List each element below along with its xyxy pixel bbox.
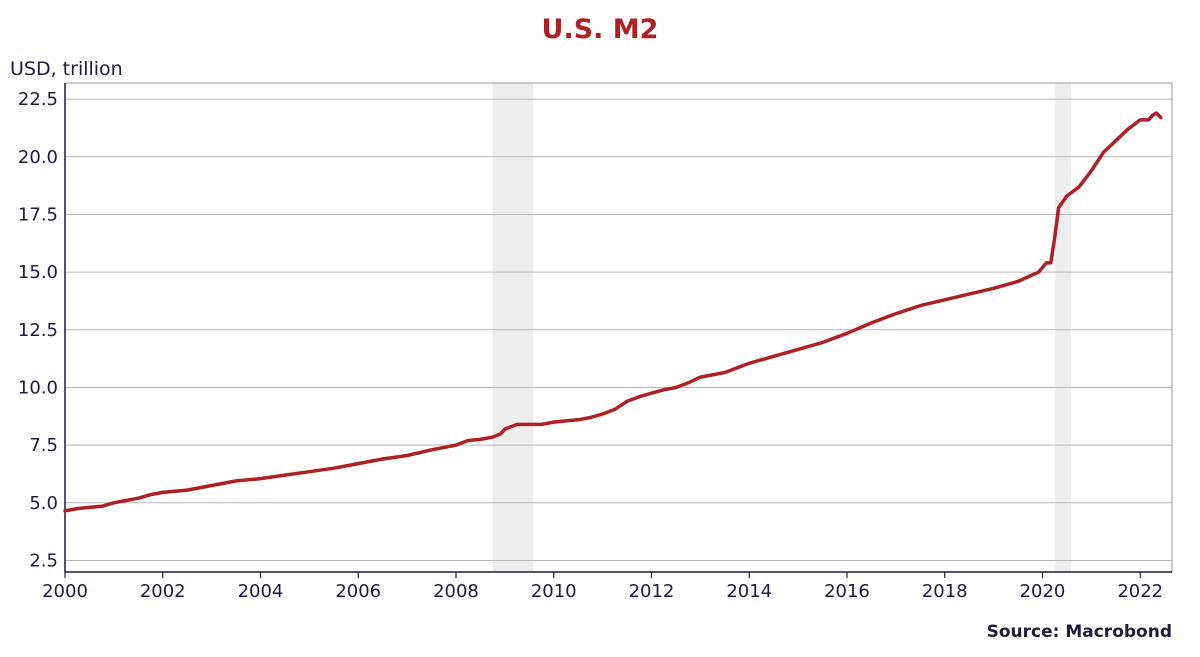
- series-line-0: [63, 111, 1163, 513]
- y-tick-label-7: 20.0: [18, 147, 58, 168]
- y-tick-label-5: 15.0: [18, 262, 58, 283]
- x-tick-label-6: 2012: [629, 581, 675, 602]
- x-tick-label-10: 2020: [1020, 581, 1066, 602]
- y-tick-label-6: 17.5: [18, 204, 58, 225]
- y-tick-label-1: 5.0: [29, 493, 58, 514]
- chart-title: U.S. M2: [541, 14, 659, 45]
- x-tick-label-4: 2008: [433, 581, 479, 602]
- x-tick-label-11: 2022: [1117, 581, 1163, 602]
- x-tick-label-2: 2004: [238, 581, 284, 602]
- x-tick-label-9: 2018: [922, 581, 968, 602]
- x-tick-label-5: 2010: [531, 581, 577, 602]
- y-tick-label-4: 12.5: [18, 320, 58, 341]
- recession-shade-0: [492, 83, 534, 572]
- x-tick-label-8: 2016: [824, 581, 870, 602]
- y-tick-label-0: 2.5: [29, 550, 58, 571]
- y-axis-label: USD, trillion: [10, 58, 123, 80]
- y-tick-label-2: 7.5: [29, 435, 58, 456]
- y-tick-label-3: 10.0: [18, 377, 58, 398]
- y-tick-label-8: 22.5: [18, 89, 58, 110]
- x-tick-label-1: 2002: [140, 581, 186, 602]
- source-note: Source: Macrobond: [986, 622, 1172, 642]
- x-tick-label-0: 2000: [42, 581, 88, 602]
- x-tick-label-3: 2006: [335, 581, 381, 602]
- x-tick-label-7: 2014: [726, 581, 772, 602]
